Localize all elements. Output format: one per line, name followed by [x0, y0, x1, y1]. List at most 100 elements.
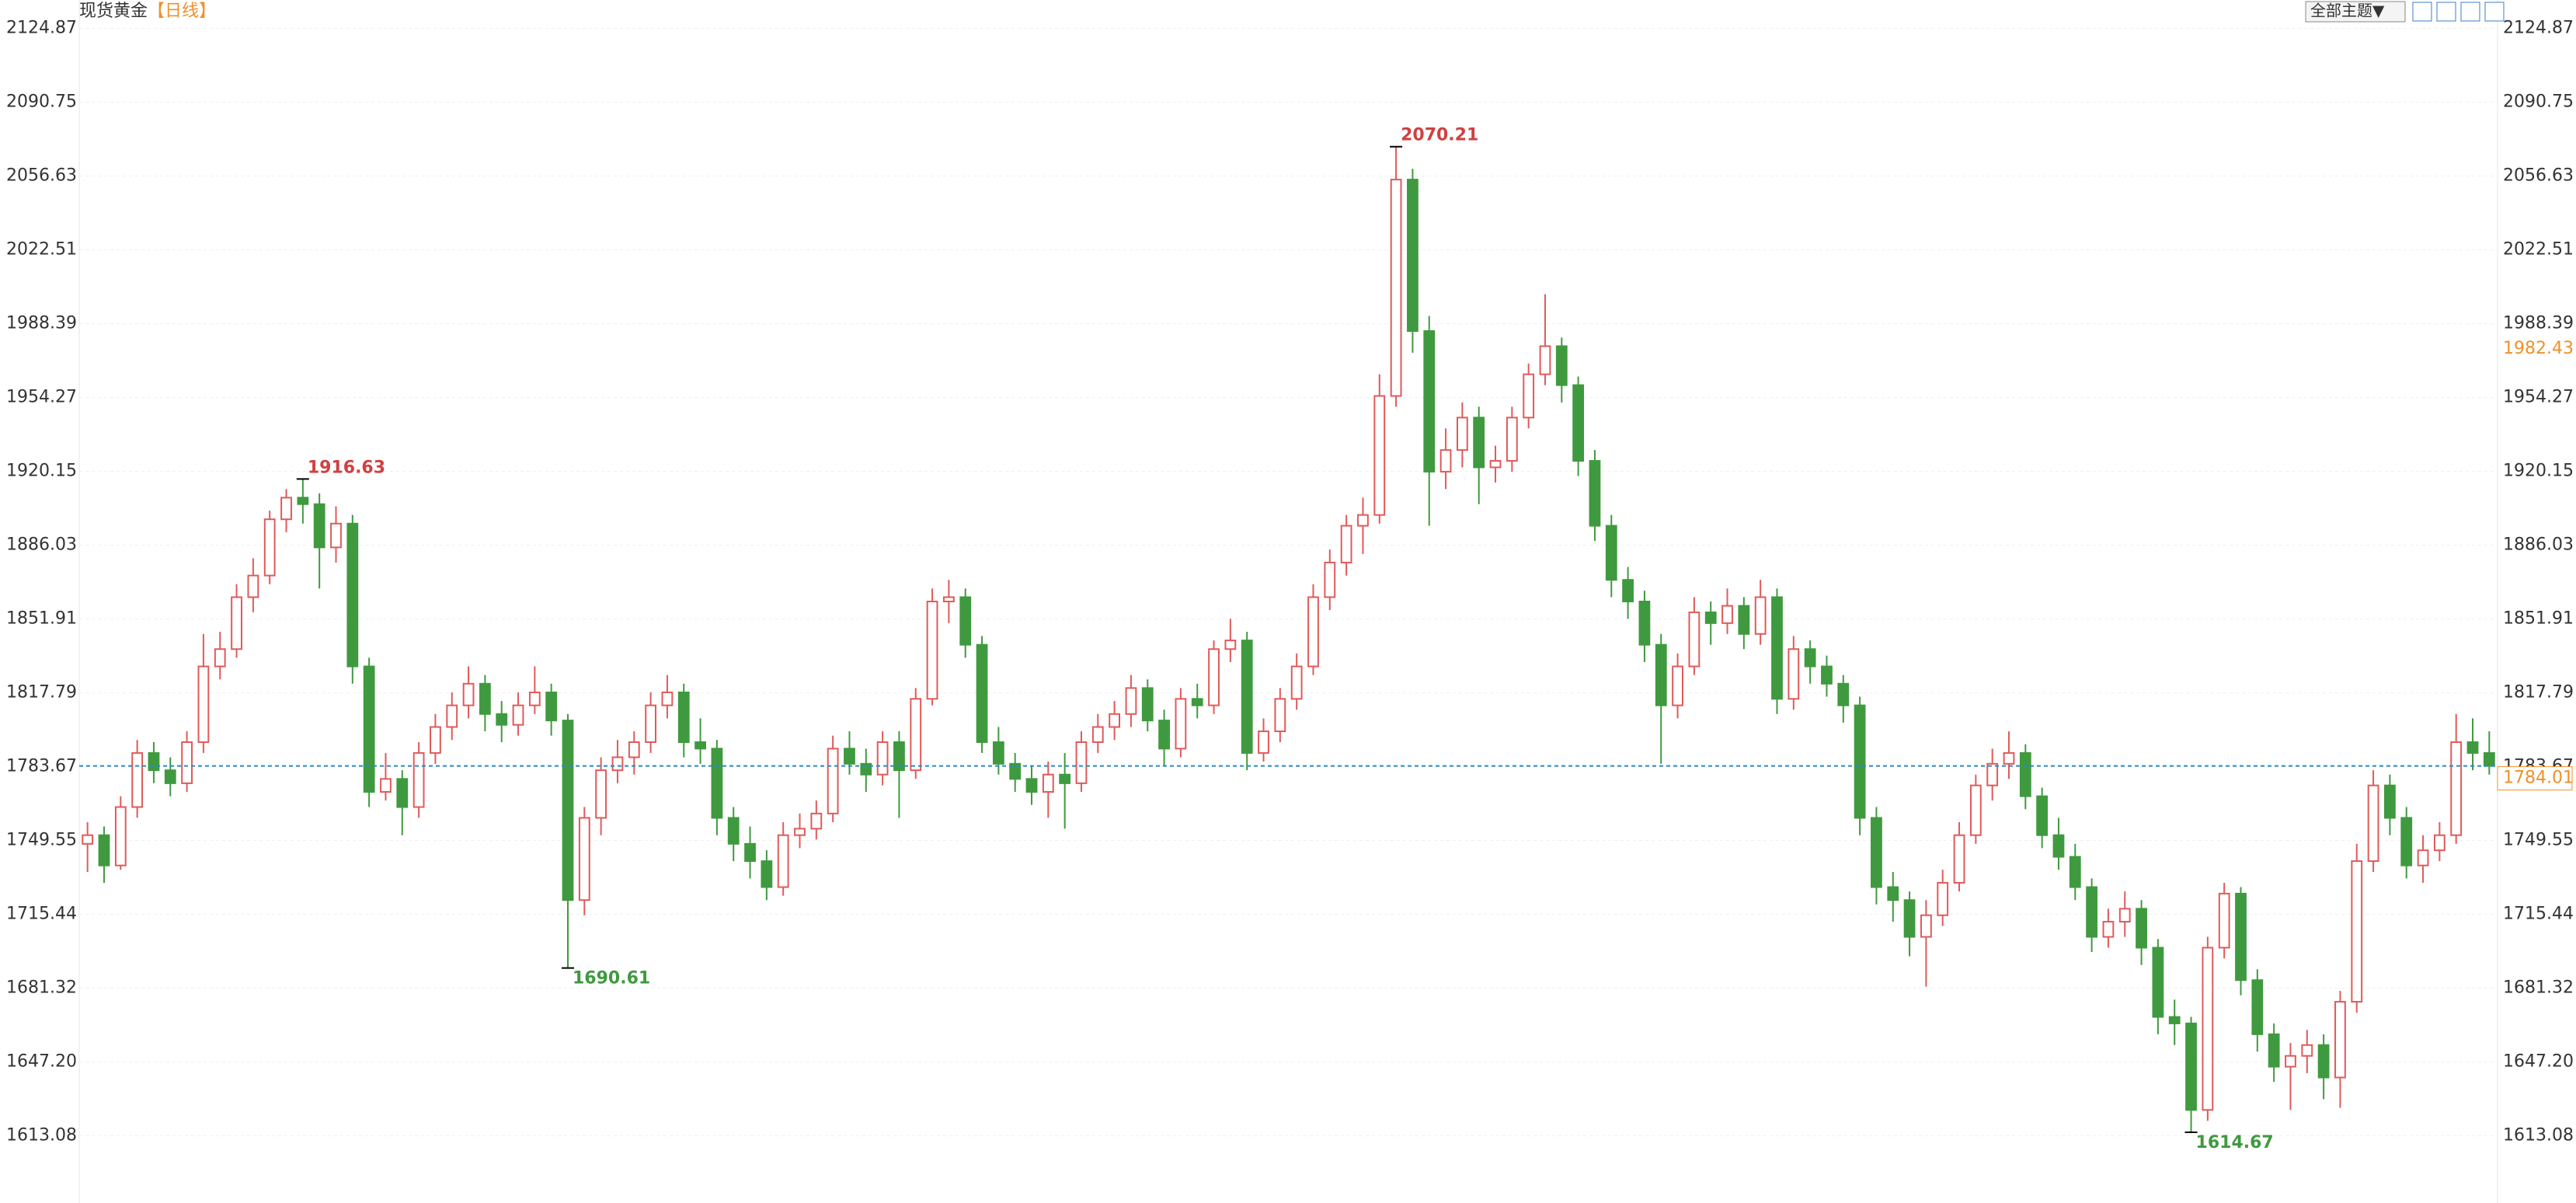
candle-body — [661, 691, 674, 706]
candle-body — [2301, 1044, 2313, 1057]
candle-body — [479, 682, 491, 715]
theme-button-box[interactable] — [2305, 1, 2406, 23]
candle-body — [313, 503, 325, 549]
candle-body — [777, 834, 789, 888]
y-tick-label-right: 2056.63 — [2503, 166, 2574, 186]
y-tick-label-right: 1988.39 — [2503, 314, 2574, 333]
candle-body — [1290, 665, 1303, 700]
candle-body — [2483, 751, 2495, 767]
candle-body — [645, 704, 657, 743]
candle-body — [164, 769, 176, 784]
candle-body — [1688, 611, 1701, 668]
y-tick-label-right: 2124.87 — [2503, 19, 2574, 38]
candle-body — [1821, 665, 1833, 685]
candle-body — [1125, 687, 1137, 715]
candle-body — [2202, 947, 2214, 1111]
candle-body — [1887, 886, 1899, 901]
candle-body — [628, 741, 640, 758]
candle-body — [1423, 330, 1436, 472]
tool-icon[interactable] — [2460, 2, 2480, 22]
y-tick-label-right: 2090.75 — [2503, 92, 2574, 112]
candle-body — [297, 497, 309, 505]
candle-body — [462, 682, 475, 706]
candle-body — [512, 704, 524, 726]
candle-body — [2235, 892, 2247, 982]
candle-body — [926, 601, 938, 700]
candle-body — [711, 748, 723, 819]
candle-body — [98, 834, 110, 867]
candle-body — [694, 741, 706, 750]
y-tick-label-right: 1817.79 — [2503, 683, 2574, 703]
candle-body — [1771, 596, 1783, 700]
candle-body — [2019, 751, 2031, 797]
candle-body — [1969, 784, 1982, 836]
y-tick-label: 2022.51 — [6, 240, 77, 260]
candle-body — [677, 691, 690, 743]
period-label: 【日线】 — [148, 2, 216, 21]
candle-body — [1754, 596, 1767, 635]
candle-body — [1489, 460, 1502, 469]
candle-body — [1439, 449, 1452, 472]
candle-body — [1075, 741, 1088, 784]
candle-body — [1158, 720, 1170, 750]
candle-body — [2433, 834, 2445, 852]
candle-body — [1638, 601, 1651, 646]
candle-body — [876, 741, 889, 776]
candle-body — [114, 806, 127, 867]
candle-body — [280, 497, 292, 521]
candle-body — [1009, 762, 1022, 780]
candle-body — [1871, 817, 1882, 888]
candle-body — [545, 691, 558, 722]
candle-body — [231, 596, 242, 650]
indicator-label: 1982.43 — [2503, 339, 2574, 358]
last-price-box — [2497, 766, 2573, 791]
low-annotation: 1690.61 — [573, 969, 650, 989]
theme-button[interactable]: 全部主题▼ — [2310, 2, 2385, 20]
candle-body — [1224, 640, 1237, 650]
candle-body — [1357, 514, 1369, 527]
candle-body — [82, 834, 94, 845]
candle-body — [413, 751, 425, 808]
candle-body — [2102, 921, 2115, 938]
candle-body — [1837, 682, 1850, 706]
candle-body — [263, 518, 276, 577]
y-tick-label-right: 1851.91 — [2503, 609, 2574, 629]
candle-body — [396, 778, 409, 808]
y-tick-label: 1817.79 — [6, 683, 77, 703]
candle-body — [1788, 648, 1800, 700]
y-tick-label-right: 1647.20 — [2503, 1051, 2574, 1071]
y-tick-label: 1647.20 — [6, 1051, 77, 1071]
y-tick-label: 1886.03 — [6, 535, 77, 555]
candle-body — [2367, 784, 2379, 863]
candle-body — [578, 817, 590, 901]
y-tick-label: 2090.75 — [6, 92, 77, 112]
y-tick-label-right: 1715.44 — [2503, 904, 2574, 923]
candle-body — [1572, 384, 1585, 462]
y-tick-label: 1851.91 — [6, 609, 77, 629]
candle-body — [1986, 762, 1999, 786]
y-tick-label: 1920.15 — [6, 462, 77, 481]
candle-body — [1241, 640, 1253, 754]
candle-body — [595, 769, 607, 819]
candle-body — [761, 860, 773, 888]
candle-body — [2466, 741, 2479, 754]
candle-body — [1589, 460, 1601, 527]
y-tick-label-right: 1920.15 — [2503, 462, 2574, 481]
candle-body — [2417, 849, 2429, 867]
candle-body — [1605, 525, 1617, 581]
tool-icon[interactable] — [2412, 2, 2432, 22]
tool-icon[interactable] — [2436, 2, 2456, 22]
candle-body — [346, 522, 359, 668]
candle-body — [1373, 395, 1386, 516]
y-tick-label: 1988.39 — [6, 314, 77, 333]
candle-body — [1937, 881, 1949, 916]
y-tick-label: 2124.87 — [6, 19, 77, 38]
candle-body — [810, 812, 823, 830]
y-tick-label-right: 2022.51 — [2503, 240, 2574, 260]
candle-body — [2384, 784, 2396, 819]
tool-icon[interactable] — [2484, 2, 2505, 22]
candle-body — [2118, 908, 2131, 923]
candle-body — [992, 741, 1004, 765]
